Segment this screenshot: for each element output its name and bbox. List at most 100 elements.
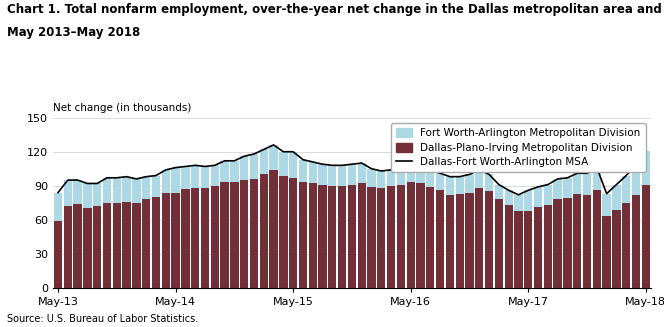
Bar bbox=[250, 179, 258, 288]
Bar bbox=[181, 166, 189, 189]
Bar bbox=[426, 170, 434, 187]
Bar bbox=[515, 195, 523, 211]
Bar bbox=[632, 164, 640, 195]
Bar bbox=[573, 194, 582, 288]
Bar bbox=[309, 162, 317, 183]
Bar bbox=[377, 171, 386, 188]
Line: Dallas-Fort Worth-Arlington MSA: Dallas-Fort Worth-Arlington MSA bbox=[58, 145, 646, 195]
Bar bbox=[397, 185, 405, 288]
Bar bbox=[485, 174, 493, 191]
Dallas-Fort Worth-Arlington MSA bbox=[583, 171, 591, 175]
Bar bbox=[113, 178, 121, 203]
Bar bbox=[142, 177, 150, 199]
Bar bbox=[357, 163, 366, 183]
Bar bbox=[583, 173, 591, 195]
Dallas-Fort Worth-Arlington MSA bbox=[260, 147, 268, 151]
Bar bbox=[328, 165, 337, 186]
Bar bbox=[210, 165, 219, 186]
Bar bbox=[152, 176, 160, 197]
Bar bbox=[54, 193, 62, 221]
Bar bbox=[456, 177, 464, 194]
Bar bbox=[348, 185, 356, 288]
Bar bbox=[554, 199, 562, 288]
Bar bbox=[279, 152, 288, 176]
Bar bbox=[593, 190, 601, 288]
Bar bbox=[416, 183, 425, 288]
Bar bbox=[436, 173, 444, 190]
Bar bbox=[191, 188, 199, 288]
Bar bbox=[191, 165, 199, 188]
Bar bbox=[289, 152, 297, 178]
Bar bbox=[74, 180, 82, 204]
Bar bbox=[318, 185, 327, 288]
Bar bbox=[93, 206, 102, 288]
Dallas-Fort Worth-Arlington MSA bbox=[642, 149, 650, 153]
Bar bbox=[446, 195, 454, 288]
Bar bbox=[113, 203, 121, 288]
Bar bbox=[534, 207, 542, 288]
Bar bbox=[171, 168, 180, 193]
Text: Chart 1. Total nonfarm employment, over-the-year net change in the Dallas metrop: Chart 1. Total nonfarm employment, over-… bbox=[7, 3, 664, 16]
Bar bbox=[377, 188, 386, 288]
Bar bbox=[593, 168, 601, 190]
Bar bbox=[573, 173, 582, 194]
Bar bbox=[338, 165, 347, 186]
Bar bbox=[505, 205, 513, 288]
Bar bbox=[602, 216, 611, 288]
Dallas-Fort Worth-Arlington MSA bbox=[416, 164, 424, 167]
Bar bbox=[74, 204, 82, 288]
Bar bbox=[622, 176, 630, 203]
Bar bbox=[260, 174, 268, 288]
Bar bbox=[367, 169, 376, 187]
Bar bbox=[171, 193, 180, 288]
Bar bbox=[524, 190, 533, 211]
Bar bbox=[210, 186, 219, 288]
Bar bbox=[152, 197, 160, 288]
Bar bbox=[475, 170, 483, 188]
Legend: Fort Worth-Arlington Metropolitan Division, Dallas-Plano-Irving Metropolitan Div: Fort Worth-Arlington Metropolitan Divisi… bbox=[391, 123, 645, 172]
Bar bbox=[270, 145, 278, 170]
Bar bbox=[260, 149, 268, 174]
Bar bbox=[602, 194, 611, 216]
Dallas-Fort Worth-Arlington MSA bbox=[270, 143, 278, 147]
Bar bbox=[122, 177, 131, 202]
Bar bbox=[220, 161, 228, 182]
Text: Net change (in thousands): Net change (in thousands) bbox=[53, 103, 191, 113]
Bar bbox=[436, 190, 444, 288]
Bar bbox=[544, 185, 552, 205]
Bar bbox=[132, 179, 141, 203]
Bar bbox=[240, 156, 248, 180]
Bar bbox=[299, 182, 307, 288]
Bar bbox=[544, 205, 552, 288]
Bar bbox=[367, 187, 376, 288]
Bar bbox=[54, 221, 62, 288]
Bar bbox=[495, 199, 503, 288]
Bar bbox=[622, 203, 630, 288]
Bar bbox=[142, 199, 150, 288]
Bar bbox=[270, 170, 278, 288]
Dallas-Fort Worth-Arlington MSA bbox=[515, 193, 523, 197]
Bar bbox=[406, 164, 415, 182]
Bar bbox=[250, 154, 258, 179]
Bar bbox=[132, 203, 141, 288]
Bar bbox=[122, 202, 131, 288]
Bar bbox=[309, 183, 317, 288]
Bar bbox=[83, 208, 92, 288]
Bar bbox=[338, 186, 347, 288]
Bar bbox=[103, 178, 111, 203]
Bar bbox=[632, 195, 640, 288]
Bar bbox=[612, 185, 621, 210]
Bar bbox=[201, 166, 209, 188]
Bar bbox=[181, 189, 189, 288]
Dallas-Fort Worth-Arlington MSA bbox=[377, 169, 385, 173]
Bar bbox=[240, 180, 248, 288]
Bar bbox=[64, 206, 72, 288]
Bar bbox=[348, 164, 356, 185]
Bar bbox=[64, 180, 72, 206]
Bar bbox=[93, 183, 102, 206]
Bar bbox=[299, 160, 307, 182]
Bar bbox=[524, 211, 533, 288]
Bar bbox=[289, 178, 297, 288]
Text: Source: U.S. Bureau of Labor Statistics.: Source: U.S. Bureau of Labor Statistics. bbox=[7, 314, 198, 324]
Bar bbox=[279, 176, 288, 288]
